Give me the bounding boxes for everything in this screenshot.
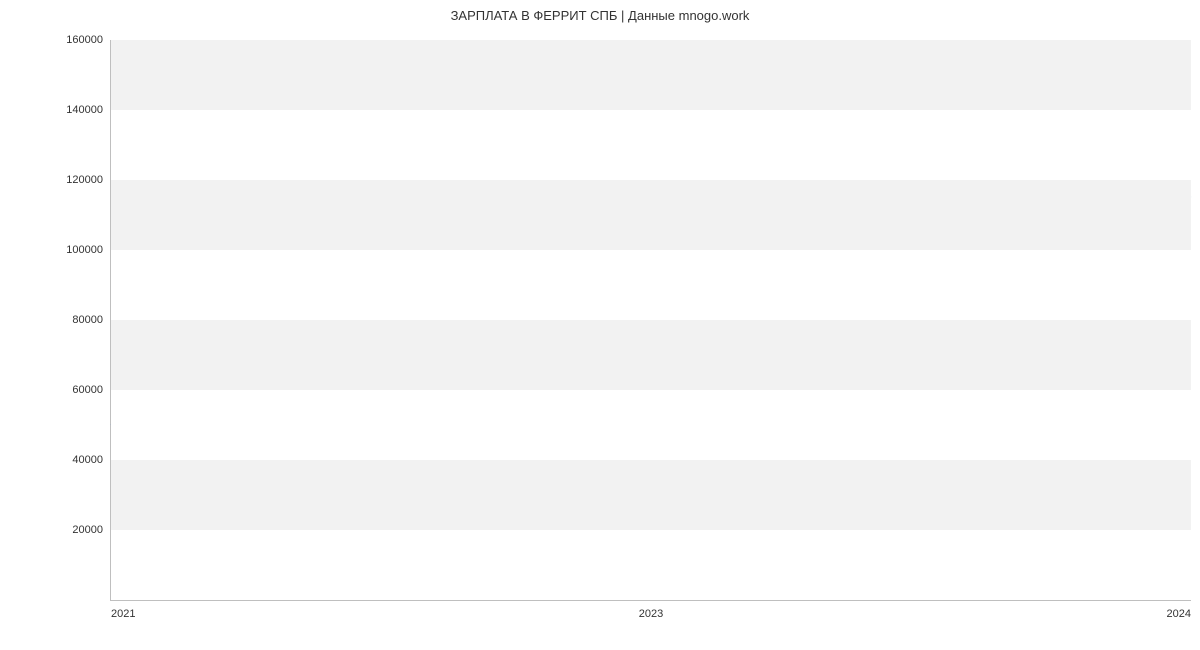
grid-band (111, 250, 1191, 320)
salary-chart: ЗАРПЛАТА В ФЕРРИТ СПБ | Данные mnogo.wor… (0, 0, 1200, 650)
y-tick-label: 160000 (66, 34, 103, 46)
y-tick-label: 140000 (66, 104, 103, 116)
grid-band (111, 460, 1191, 530)
y-tick-label: 60000 (72, 384, 103, 396)
grid-band (111, 110, 1191, 180)
grid-band (111, 530, 1191, 600)
plot-area: 2000040000600008000010000012000014000016… (110, 40, 1191, 601)
grid-band (111, 180, 1191, 250)
x-tick-label: 2021 (111, 608, 135, 620)
y-tick-label: 120000 (66, 174, 103, 186)
y-tick-label: 80000 (72, 314, 103, 326)
grid-band (111, 320, 1191, 390)
y-tick-label: 40000 (72, 454, 103, 466)
chart-title: ЗАРПЛАТА В ФЕРРИТ СПБ | Данные mnogo.wor… (0, 8, 1200, 23)
grid-band (111, 390, 1191, 460)
x-tick-label: 2023 (639, 608, 663, 620)
y-tick-label: 100000 (66, 244, 103, 256)
x-tick-label: 2024 (1167, 608, 1191, 620)
y-tick-label: 20000 (72, 524, 103, 536)
grid-band (111, 40, 1191, 110)
